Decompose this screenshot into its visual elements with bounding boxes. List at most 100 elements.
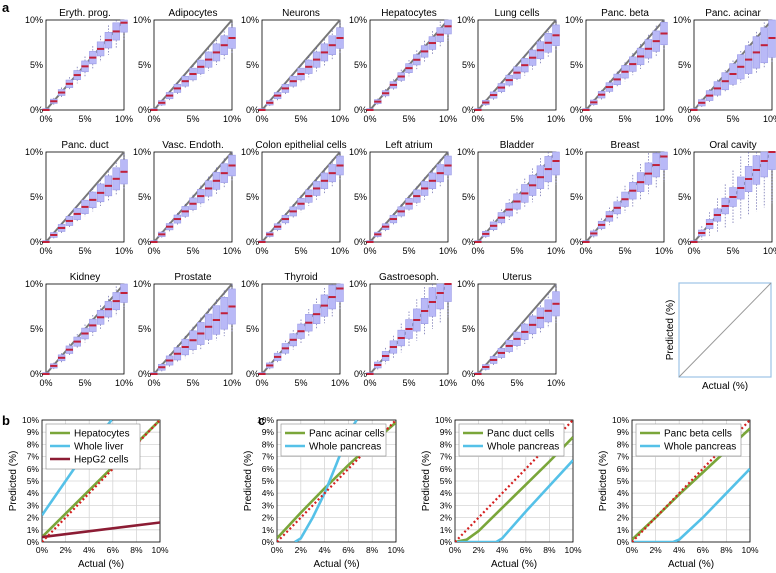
- x-tick-label: 0%: [36, 545, 49, 555]
- x-tick-label: 5%: [294, 114, 307, 124]
- x-tick-label: 6%: [520, 545, 533, 555]
- line-chart: 0% 1% 2% 3% 4% 5% 6% 7% 8% 9% 10% 0% 2% 4% 6% 8% 10% Actu…: [8, 415, 169, 570]
- iqr-box: [444, 283, 452, 302]
- y-tick-label: 10%: [457, 279, 475, 289]
- subplot-title: Panc. duct: [61, 140, 108, 151]
- y-tick-label: 10%: [133, 279, 151, 289]
- y-tick-label: 6%: [617, 464, 630, 474]
- x-tick-label: 4%: [673, 545, 686, 555]
- x-tick-label: 5%: [510, 378, 523, 388]
- legend-label: Hepatocytes: [74, 429, 130, 440]
- y-tick-label: 3%: [617, 500, 630, 510]
- y-tick-label: 5%: [617, 476, 630, 486]
- ideal-diagonal: [153, 283, 233, 375]
- y-tick-label: 0%: [30, 105, 43, 115]
- x-tick-label: 5%: [618, 246, 631, 256]
- x-tick-label: 6%: [107, 545, 120, 555]
- y-tick-label: 5%: [440, 476, 453, 486]
- x-tick-label: 10%: [439, 378, 457, 388]
- y-tick-label: 7%: [27, 452, 40, 462]
- y-tick-label: 10%: [241, 279, 259, 289]
- y-tick-label: 0%: [246, 237, 259, 247]
- y-tick-label: 5%: [462, 192, 475, 202]
- y-tick-label: 1%: [27, 525, 40, 535]
- y-tick-label: 10%: [257, 415, 274, 425]
- x-tick-label: 10%: [115, 114, 133, 124]
- legend-label: Panc acinar cells: [309, 429, 385, 440]
- series-line: [42, 420, 160, 539]
- subplot-title: Uterus: [502, 272, 531, 283]
- ideal-diagonal: [585, 19, 665, 111]
- panel-b: 0% 1% 2% 3% 4% 5% 6% 7% 8% 9% 10% 0% 2% 4% 6% 8% 10% Actu…: [8, 415, 169, 570]
- axes-frame: [41, 419, 161, 543]
- y-tick-label: 0%: [138, 237, 151, 247]
- x-axis-label: Actual (%): [313, 559, 359, 570]
- x-tick-label: 8%: [366, 545, 379, 555]
- panel-c: 0% 1% 2% 3% 4% 5% 6% 7% 8% 9% 10% 0% 2% 4% 6% 8% 10% Actu…: [243, 415, 759, 570]
- series-line: [42, 420, 160, 542]
- y-tick-label: 5%: [246, 324, 259, 334]
- x-tick-label: 2%: [59, 545, 72, 555]
- line-chart: 0% 1% 2% 3% 4% 5% 6% 7% 8% 9% 10% 0% 2% 4% 6% 8% 10% Actu…: [243, 415, 405, 570]
- schematic-frame: [678, 282, 772, 378]
- x-tick-label: 5%: [186, 246, 199, 256]
- x-tick-label: 0%: [255, 246, 268, 256]
- y-tick-label: 5%: [138, 192, 151, 202]
- axes-frame: [153, 151, 233, 243]
- x-tick-label: 10%: [223, 246, 241, 256]
- iqr-box: [436, 283, 444, 310]
- legend-label: Whole pancreas: [487, 442, 559, 453]
- y-tick-label: 10%: [22, 415, 39, 425]
- x-tick-label: 5%: [726, 114, 739, 124]
- iqr-box: [120, 19, 128, 33]
- x-tick-label: 0%: [579, 246, 592, 256]
- y-tick-label: 5%: [27, 476, 40, 486]
- x-axis-label: Actual (%): [491, 559, 537, 570]
- y-tick-label: 10%: [565, 147, 583, 157]
- tissue-subplot: Breast 0% 5% 10% 0% 5% 10%: [565, 140, 673, 256]
- x-axis-label: Actual (%): [78, 559, 124, 570]
- y-tick-label: 5%: [570, 60, 583, 70]
- x-tick-label: 10%: [439, 114, 457, 124]
- subplot-title: Prostate: [174, 272, 212, 283]
- y-tick-label: 10%: [457, 147, 475, 157]
- y-tick-label: 5%: [354, 192, 367, 202]
- y-tick-label: 0%: [138, 369, 151, 379]
- y-tick-label: 10%: [241, 147, 259, 157]
- x-tick-label: 5%: [78, 246, 91, 256]
- y-tick-label: 0%: [440, 537, 453, 547]
- tissue-subplot: Panc. beta 0% 5% 10% 0% 5% 10%: [565, 8, 673, 124]
- x-tick-label: 5%: [402, 114, 415, 124]
- legend-label: Panc beta cells: [664, 429, 732, 440]
- y-tick-label: 10%: [349, 279, 367, 289]
- axes-frame: [369, 283, 449, 375]
- axes-frame: [261, 19, 341, 111]
- tissue-subplot: Oral cavity 0% 5% 10% 0% 5% 10%: [673, 140, 776, 256]
- y-tick-label: 0%: [27, 537, 40, 547]
- y-tick-label: 5%: [678, 60, 691, 70]
- axes-frame: [45, 283, 125, 375]
- x-tick-label: 0%: [147, 114, 160, 124]
- x-tick-label: 10%: [331, 114, 349, 124]
- axes-frame: [153, 19, 233, 111]
- y-tick-label: 10%: [673, 15, 691, 25]
- y-tick-label: 4%: [262, 488, 275, 498]
- axes-frame: [693, 19, 773, 111]
- panel-c-label: c: [258, 413, 265, 428]
- y-tick-label: 5%: [462, 60, 475, 70]
- subplot-title: Adipocytes: [169, 8, 218, 19]
- y-tick-label: 0%: [138, 105, 151, 115]
- y-tick-label: 5%: [246, 60, 259, 70]
- x-axis-label: Actual (%): [668, 559, 714, 570]
- axes-frame: [261, 151, 341, 243]
- x-tick-label: 10%: [331, 378, 349, 388]
- y-tick-label: 0%: [570, 105, 583, 115]
- y-tick-label: 10%: [565, 15, 583, 25]
- ideal-diagonal: [261, 151, 341, 243]
- y-tick-label: 9%: [262, 427, 275, 437]
- x-tick-label: 0%: [271, 545, 284, 555]
- x-tick-label: 0%: [687, 114, 700, 124]
- y-tick-label: 6%: [262, 464, 275, 474]
- y-tick-label: 0%: [30, 237, 43, 247]
- subplot-title: Thyroid: [284, 272, 317, 283]
